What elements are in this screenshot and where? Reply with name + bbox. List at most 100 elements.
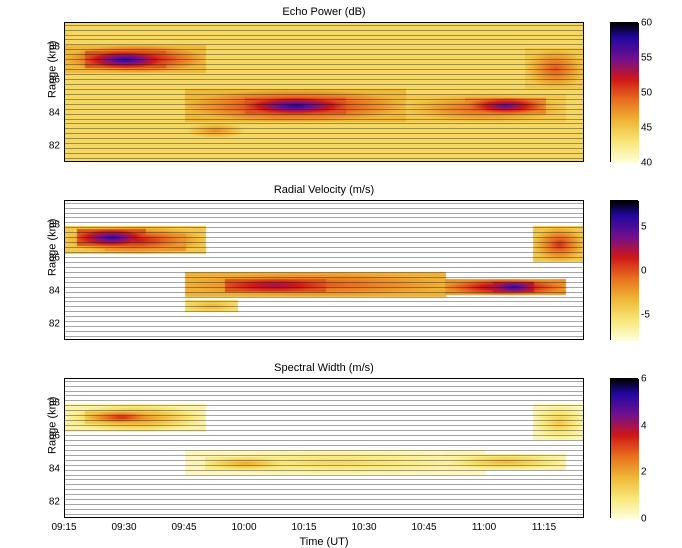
range-gridline <box>65 222 583 223</box>
range-gridline <box>65 89 583 90</box>
range-gridline <box>65 128 583 129</box>
range-gridline <box>65 49 583 50</box>
x-tick: 09:45 <box>171 518 196 533</box>
range-gridline <box>65 99 583 100</box>
range-gridline <box>65 109 583 110</box>
range-gridline <box>65 326 583 327</box>
range-gridline <box>65 227 583 228</box>
range-gridline <box>65 415 583 416</box>
range-gridline <box>65 208 583 209</box>
range-gridline <box>65 484 583 485</box>
y-tick: 84 <box>49 285 64 296</box>
range-gridline <box>65 440 583 441</box>
range-gridline <box>65 287 583 288</box>
range-gridline <box>65 301 583 302</box>
range-gridline <box>65 84 583 85</box>
range-gridline <box>65 514 583 515</box>
range-gridline <box>65 331 583 332</box>
range-gridline <box>65 123 583 124</box>
range-gridline <box>65 25 583 26</box>
range-gridline <box>65 381 583 382</box>
range-gridline <box>65 445 583 446</box>
range-gridline <box>65 153 583 154</box>
range-gridline <box>65 395 583 396</box>
range-gridline <box>65 321 583 322</box>
range-gridline <box>65 460 583 461</box>
range-gridline <box>65 104 583 105</box>
x-tick: 11:00 <box>472 518 496 533</box>
range-gridline <box>65 242 583 243</box>
colorbar-gradient <box>611 23 639 163</box>
range-gridline <box>65 297 583 298</box>
range-gridline <box>65 247 583 248</box>
range-gridline <box>65 277 583 278</box>
range-gridline <box>65 311 583 312</box>
panel-2: Spectral Width (m/s)Range (km)8284868809… <box>64 378 584 518</box>
colorbar-tick: 40 <box>637 158 652 169</box>
plot-area <box>64 378 584 518</box>
x-axis-label: Time (UT) <box>64 536 584 548</box>
x-tick: 09:15 <box>51 518 76 533</box>
colorbar-tick: 2 <box>637 467 647 478</box>
range-gridline <box>65 138 583 139</box>
colorbar-tick: 4 <box>637 420 647 431</box>
range-gridline <box>65 262 583 263</box>
range-gridline <box>65 114 583 115</box>
colorbar-tick: 0 <box>637 266 647 277</box>
colorbar-gradient <box>611 379 639 519</box>
range-gridline <box>65 237 583 238</box>
y-tick: 88 <box>49 41 64 52</box>
y-tick: 82 <box>49 140 64 151</box>
range-gridline <box>65 119 583 120</box>
range-gridline <box>65 386 583 387</box>
range-gridline <box>65 425 583 426</box>
range-gridline <box>65 257 583 258</box>
colorbar-tick: 50 <box>637 88 652 99</box>
range-gridline <box>65 213 583 214</box>
range-gridline <box>65 475 583 476</box>
range-gridline <box>65 54 583 55</box>
range-gridline <box>65 217 583 218</box>
x-tick: 10:15 <box>291 518 316 533</box>
colorbar-tick: 45 <box>637 123 652 134</box>
range-gridline <box>65 94 583 95</box>
range-gridline <box>65 391 583 392</box>
range-gridline <box>65 35 583 36</box>
x-tick: 10:30 <box>351 518 376 533</box>
colorbar-tick: 0 <box>637 514 647 525</box>
range-gridline <box>65 39 583 40</box>
plot-area <box>64 22 584 162</box>
y-tick: 86 <box>49 74 64 85</box>
range-gridline <box>65 203 583 204</box>
y-tick: 84 <box>49 463 64 474</box>
plot-area <box>64 200 584 340</box>
range-gridline <box>65 430 583 431</box>
colorbar-tick: 55 <box>637 53 652 64</box>
x-tick: 10:45 <box>411 518 436 533</box>
range-gridline <box>65 143 583 144</box>
range-gridline <box>65 158 583 159</box>
range-gridline <box>65 44 583 45</box>
range-gridline <box>65 410 583 411</box>
y-tick: 88 <box>49 397 64 408</box>
range-gridline <box>65 306 583 307</box>
range-gridline <box>65 148 583 149</box>
colorbar-tick: 60 <box>637 18 652 29</box>
colorbar: -505 <box>610 200 638 340</box>
range-gridline <box>65 267 583 268</box>
y-tick: 82 <box>49 318 64 329</box>
y-tick: 84 <box>49 107 64 118</box>
range-gridline <box>65 282 583 283</box>
colorbar-gradient <box>611 201 639 341</box>
range-gridline <box>65 74 583 75</box>
panel-1: Radial Velocity (m/s)Range (km)82848688 <box>64 200 584 340</box>
x-tick: 11:15 <box>532 518 556 533</box>
range-gridline <box>65 64 583 65</box>
y-tick: 82 <box>49 496 64 507</box>
range-gridline <box>65 479 583 480</box>
colorbar-tick: -5 <box>637 309 650 320</box>
range-gridline <box>65 455 583 456</box>
range-gridline <box>65 59 583 60</box>
panel-title: Spectral Width (m/s) <box>64 362 584 374</box>
range-gridline <box>65 494 583 495</box>
